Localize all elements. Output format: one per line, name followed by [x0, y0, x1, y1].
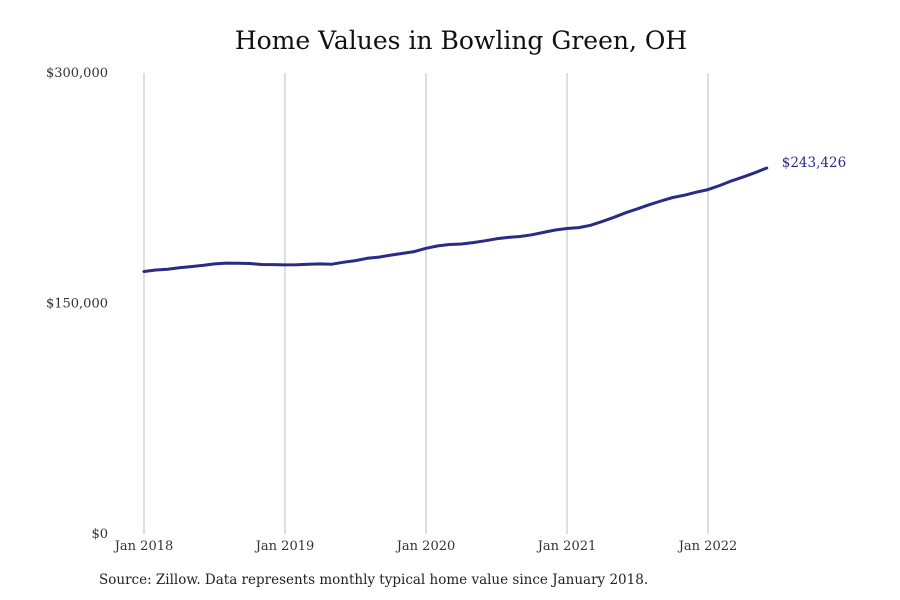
- source-note: Source: Zillow. Data represents monthly …: [99, 572, 649, 588]
- y-tick-label: $300,000: [46, 66, 108, 81]
- chart-title: Home Values in Bowling Green, OH: [234, 26, 688, 55]
- series-layer: $243,426: [142, 155, 846, 273]
- end-value-label: $243,426: [782, 155, 846, 171]
- gridlines: [143, 73, 709, 534]
- x-tick-label: Jan 2020: [395, 539, 456, 554]
- x-tick-label: Jan 2021: [536, 539, 597, 554]
- x-tick-label: Jan 2022: [677, 539, 738, 554]
- series-line: [142, 166, 769, 273]
- y-tick-label: $150,000: [46, 297, 108, 312]
- x-tick-label: Jan 2018: [113, 539, 174, 554]
- x-axis-ticks: Jan 2018 Jan 2019 Jan 2020 Jan 2021 Jan 2022: [113, 539, 738, 554]
- y-axis-ticks: $0 $150,000 $300,000: [46, 66, 108, 542]
- y-tick-label: $0: [91, 527, 108, 542]
- x-tick-label: Jan 2019: [254, 539, 315, 554]
